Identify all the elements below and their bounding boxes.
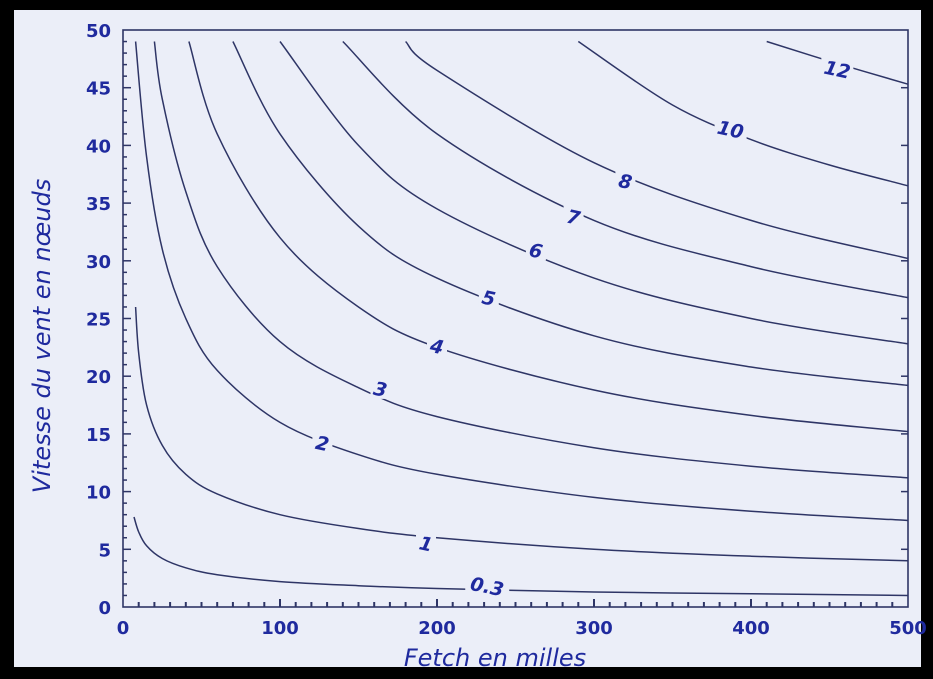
y-tick-label: 20 [86,367,111,388]
series-line-4 [188,41,909,433]
series-line-7 [342,40,909,299]
series-line-6 [279,41,909,345]
y-tick-label: 15 [86,425,111,446]
y-tick-label: 30 [86,252,111,273]
curve-label-bg [821,57,854,80]
curve-label-bg [615,169,636,192]
series-line-8 [405,40,909,260]
curve-label-bg [370,376,391,399]
x-tick-label: 200 [418,618,456,639]
y-tick-label: 45 [86,79,111,100]
curve-label-3: 3 [372,378,390,402]
curve-label-bg [465,574,510,597]
x-tick-label: 500 [889,618,927,639]
y-tick-label: 35 [86,194,111,215]
y-tick-label: 5 [98,540,111,561]
curve-label-4: 4 [427,335,445,359]
curve-label-bg [427,334,447,357]
y-tick-label: 0 [98,598,111,619]
curve-label-12: 12 [822,57,852,84]
curve-label-2: 2 [313,432,331,456]
series-line-5 [232,41,909,387]
y-tick-label: 10 [86,483,111,504]
y-tick-label: 40 [86,136,111,157]
curve-label-5: 5 [480,287,498,311]
series-line-0-3 [133,516,909,597]
curve-label-bg [563,204,584,227]
curve-label-bg [312,431,333,454]
series-line-10 [577,40,909,187]
x-tick-label: 0 [117,618,130,639]
curve-label-1: 1 [417,532,435,556]
y-tick-label: 50 [86,21,111,42]
plot-frame [122,29,909,608]
curve-label-bg [525,238,546,261]
curve-label-bg [416,531,437,554]
y-axis-title: Vitesse du vent en nœuds [28,179,56,493]
curve-label-bg [478,285,499,308]
x-tick-label: 100 [261,618,299,639]
x-axis-title: Fetch en milles [404,644,586,672]
x-tick-label: 300 [575,618,613,639]
series-lines [133,40,909,597]
y-tick-label: 25 [86,310,111,331]
curve-label-10: 10 [715,117,745,144]
series-line-1 [134,306,909,562]
series-line-3 [153,41,909,479]
curve-label-6: 6 [527,239,545,263]
x-tick-label: 400 [732,618,770,639]
curve-label-7: 7 [565,206,583,230]
series-line-2 [134,41,909,522]
curve-label-bg [714,117,747,140]
curve-label-8: 8 [616,170,634,194]
